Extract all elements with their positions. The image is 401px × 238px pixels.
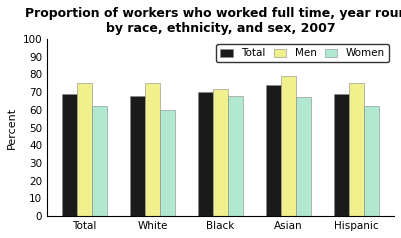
Bar: [145, 83, 160, 216]
Legend: Total, Men, Women: Total, Men, Women: [216, 44, 389, 62]
Bar: [130, 96, 145, 216]
Bar: [349, 83, 364, 216]
Bar: [334, 94, 349, 216]
Bar: [266, 85, 281, 216]
Bar: [92, 106, 107, 216]
Y-axis label: Percent: Percent: [7, 106, 17, 149]
Bar: [160, 110, 175, 216]
Bar: [281, 76, 296, 216]
Bar: [213, 89, 228, 216]
Bar: [364, 106, 379, 216]
Bar: [62, 94, 77, 216]
Bar: [228, 96, 243, 216]
Bar: [198, 92, 213, 216]
Bar: [77, 83, 92, 216]
Bar: [296, 97, 311, 216]
Title: Proportion of workers who worked full time, year round
by race, ethnicity, and s: Proportion of workers who worked full ti…: [25, 7, 401, 35]
